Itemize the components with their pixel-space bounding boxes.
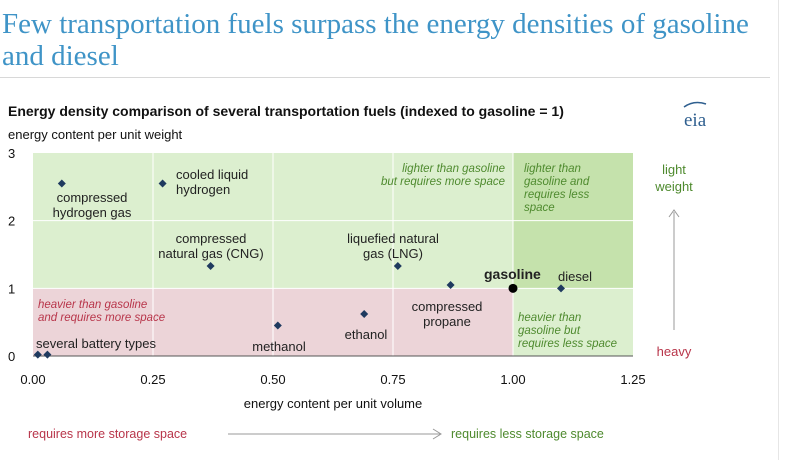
eia-logo: eia	[684, 110, 707, 131]
side-arrow-head	[668, 209, 680, 218]
point-marker-compressed-natural-gas-CNG-	[206, 262, 215, 271]
point-label-compressed-natural-gas-CNG-: compressed	[176, 231, 247, 246]
bottom-arrow-head	[432, 428, 442, 440]
x-tick-label: 0.75	[380, 372, 405, 387]
point-marker-liquefied-natural-gas-LNG-	[393, 262, 402, 271]
gridlines	[33, 153, 633, 357]
bottom-arrow-left-label: requires more storage space	[28, 427, 187, 441]
point-label-compressed-hydrogen-gas: hydrogen gas	[53, 205, 132, 220]
point-marker-cooled-liquid-hydrogen	[158, 179, 167, 188]
region-label-upper-right: space	[524, 202, 555, 214]
point-marker-diesel	[557, 284, 565, 293]
side-label-weight: weight	[654, 179, 693, 194]
region-label-lower-right: heavier than	[518, 312, 581, 324]
point-marker-methanol	[273, 321, 282, 330]
headline-divider	[0, 77, 770, 78]
point-label-ethanol: ethanol	[345, 327, 388, 342]
region-label-lower-left: heavier than gasoline	[38, 299, 147, 311]
point-label-diesel: diesel	[558, 269, 592, 284]
bottom-arrow-right-label: requires less storage space	[451, 427, 604, 441]
region-label-upper-left: but requires more space	[381, 176, 505, 188]
side-label-heavy: heavy	[657, 344, 692, 359]
point-marker-several-battery-types	[43, 350, 52, 359]
side-label-light: light	[662, 162, 686, 177]
point-marker-compressed-propane	[446, 280, 455, 289]
region-label-upper-right: gasoline and	[524, 176, 590, 188]
point-label-several-battery-types: several battery types	[36, 336, 156, 351]
point-label-gasoline: gasoline	[484, 266, 541, 282]
region-label-upper-right: requires less	[524, 189, 589, 201]
region-label-upper-left: lighter than gasoline	[402, 163, 505, 175]
x-tick-label: 1.25	[620, 372, 645, 387]
x-tick-label: 1.00	[500, 372, 525, 387]
y-tick-label: 2	[8, 214, 15, 229]
zone-heavier-less-space	[513, 288, 633, 356]
page-headline: Few transportation fuels surpass the ene…	[2, 8, 749, 72]
y-axis-title: energy content per unit weight	[8, 127, 183, 142]
eia-logo-swoosh	[683, 101, 707, 108]
point-marker-ethanol	[360, 310, 369, 319]
point-marker-gasoline	[508, 283, 518, 293]
y-tick-label: 1	[8, 281, 15, 296]
point-label-compressed-propane: compressed	[412, 299, 483, 314]
point-marker-compressed-hydrogen-gas	[57, 179, 66, 188]
region-label-upper-right: lighter than	[524, 163, 581, 175]
x-tick-label: 0.00	[20, 372, 45, 387]
region-label-lower-left: and requires more space	[38, 312, 165, 324]
axis-tick-labels: 0.00 0.25 0.50 0.75 1.00 1.25 0 1 2 3	[8, 146, 646, 387]
right-border	[778, 0, 779, 460]
point-label-compressed-natural-gas-CNG-: natural gas (CNG)	[158, 246, 263, 261]
x-axis-title: energy content per unit volume	[244, 396, 423, 411]
point-label-cooled-liquid-hydrogen: hydrogen	[176, 182, 230, 197]
chart-title: Energy density comparison of several tra…	[8, 103, 564, 119]
region-label-lower-right: requires less space	[518, 338, 617, 350]
y-tick-label: 0	[8, 349, 15, 364]
x-tick-label: 0.50	[260, 372, 285, 387]
point-label-methanol: methanol	[252, 339, 306, 354]
y-tick-label: 3	[8, 146, 15, 161]
point-marker-several-battery-types	[33, 350, 42, 359]
data-points	[33, 179, 565, 359]
point-label-liquefied-natural-gas-LNG-: gas (LNG)	[363, 246, 423, 261]
point-label-liquefied-natural-gas-LNG-: liquefied natural	[347, 231, 439, 246]
point-label-compressed-propane: propane	[423, 314, 471, 329]
x-tick-label: 0.25	[140, 372, 165, 387]
point-label-compressed-hydrogen-gas: compressed	[57, 190, 128, 205]
point-label-cooled-liquid-hydrogen: cooled liquid	[176, 167, 248, 182]
region-label-lower-right: gasoline but	[518, 325, 581, 337]
